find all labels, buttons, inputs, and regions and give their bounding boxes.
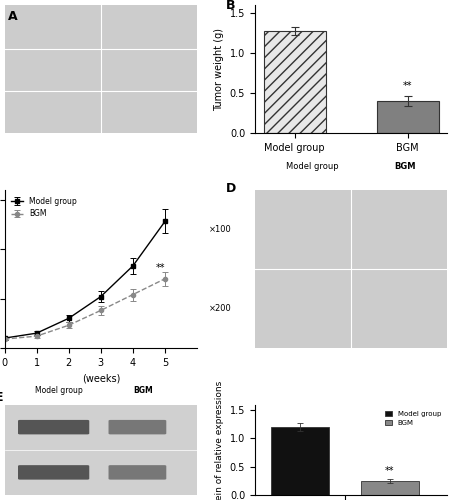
FancyBboxPatch shape [18, 465, 89, 479]
Text: A: A [9, 10, 18, 23]
Text: BGM: BGM [133, 386, 153, 396]
Bar [270, 427, 328, 495]
Text: Model group: Model group [286, 162, 338, 170]
Text: ×200: ×200 [208, 304, 231, 313]
FancyBboxPatch shape [18, 420, 89, 434]
X-axis label: (weeks): (weeks) [82, 374, 120, 384]
Text: Model group: Model group [34, 386, 82, 396]
Text: BGM: BGM [393, 162, 415, 170]
FancyBboxPatch shape [108, 465, 166, 479]
Text: D: D [226, 182, 236, 195]
Bar [360, 481, 418, 495]
Text: B: B [226, 0, 235, 12]
FancyBboxPatch shape [108, 420, 166, 434]
Text: **: ** [155, 263, 165, 273]
Text: **: ** [384, 466, 394, 476]
Text: E: E [0, 391, 4, 404]
Text: ×100: ×100 [208, 225, 231, 234]
Legend: Model group, BGM: Model group, BGM [382, 408, 443, 429]
Y-axis label: Tumor weight (g): Tumor weight (g) [214, 28, 224, 110]
Legend: Model group, BGM: Model group, BGM [8, 194, 79, 222]
Bar [263, 32, 325, 133]
Y-axis label: Protein of relative expressions: Protein of relative expressions [215, 381, 224, 500]
Bar [376, 101, 438, 133]
Text: **: ** [402, 80, 411, 90]
